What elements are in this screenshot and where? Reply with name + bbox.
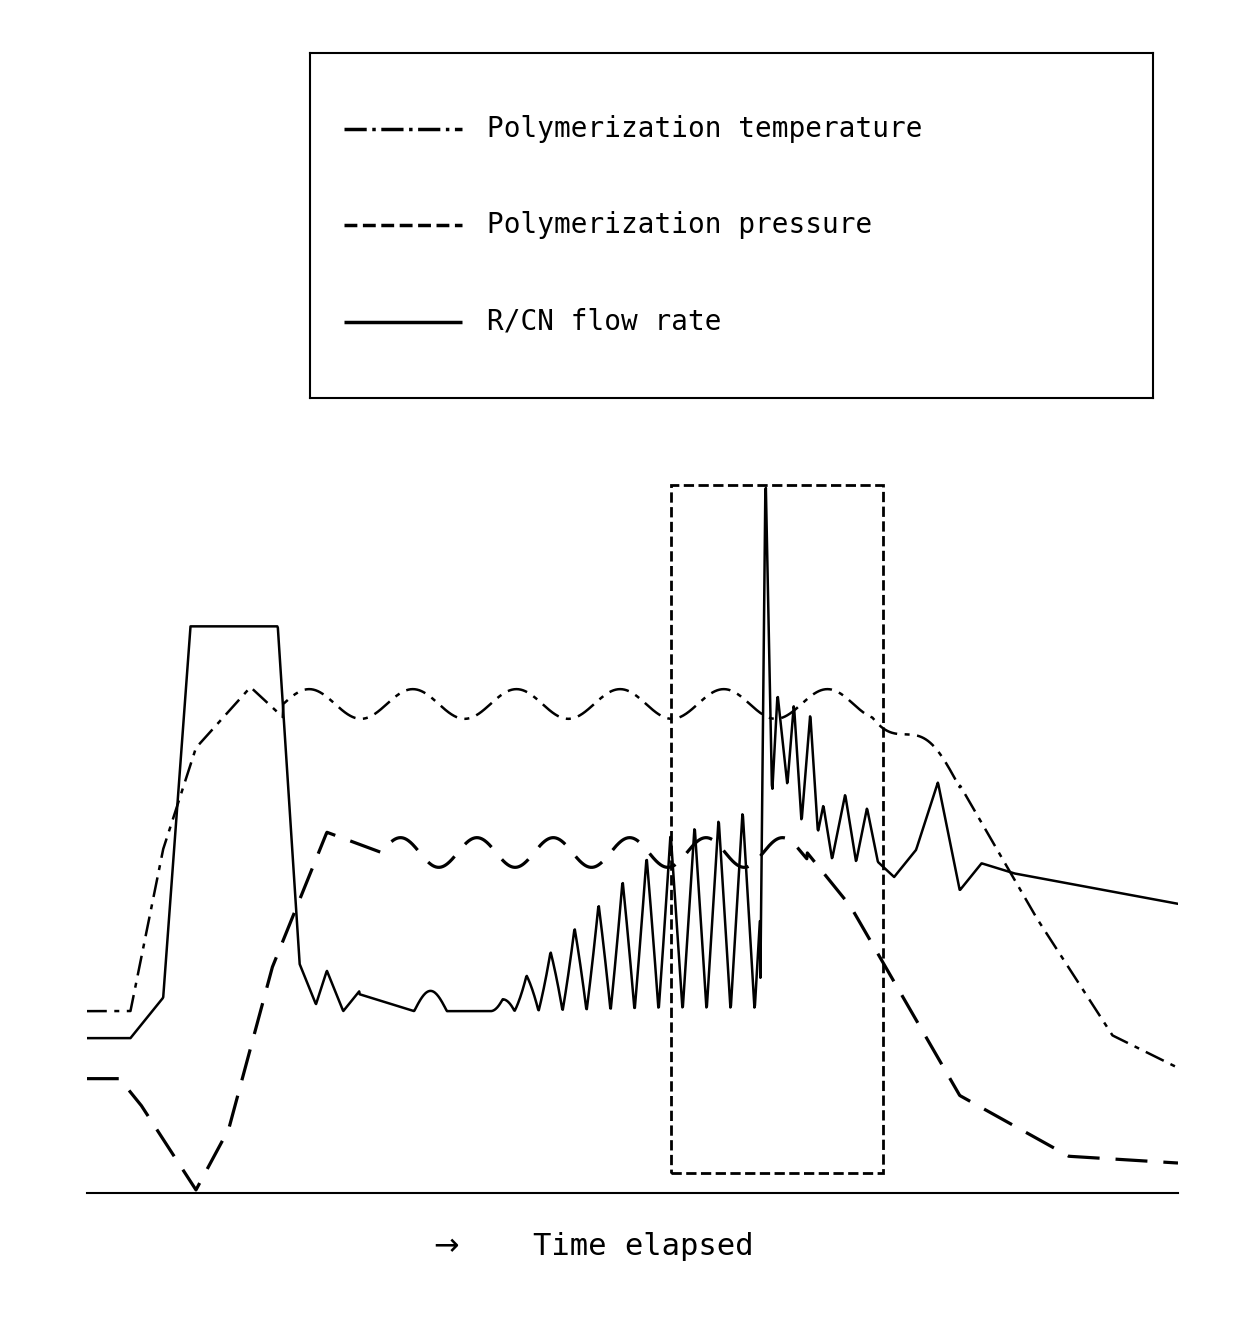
Text: R/CN flow rate: R/CN flow rate [487, 308, 722, 335]
Text: →: → [434, 1232, 459, 1261]
Text: Time elapsed: Time elapsed [533, 1232, 754, 1261]
Text: Polymerization temperature: Polymerization temperature [487, 115, 923, 143]
Bar [671, 484, 883, 1174]
Text: Polymerization pressure: Polymerization pressure [487, 211, 872, 240]
